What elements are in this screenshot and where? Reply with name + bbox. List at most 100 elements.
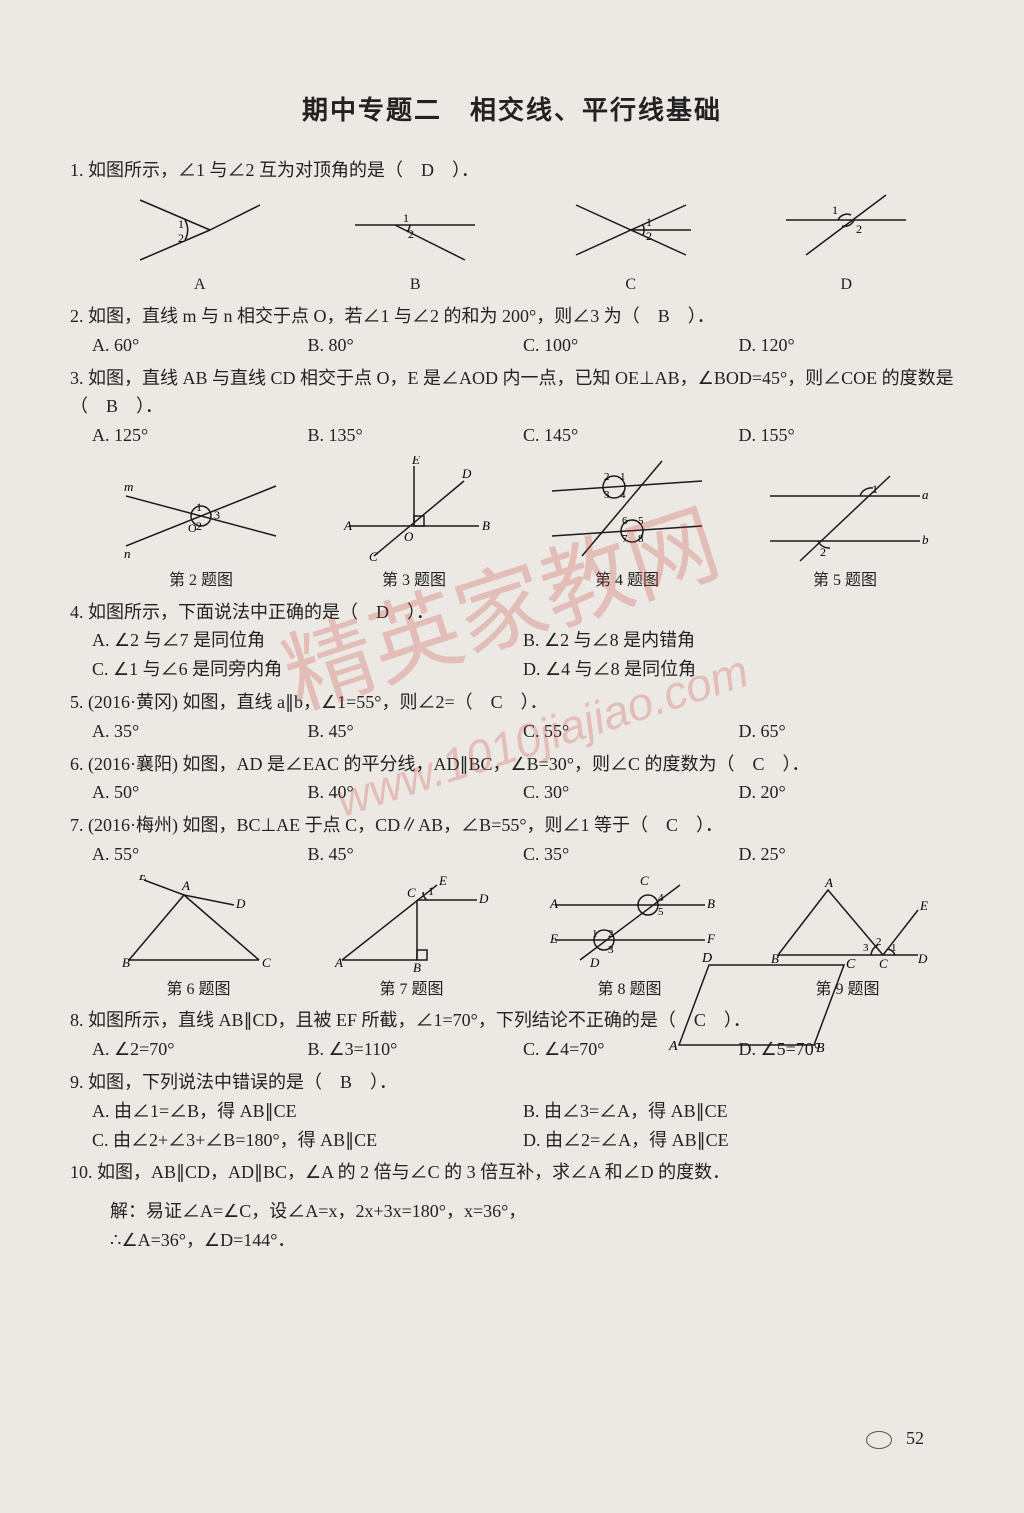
svg-text:8: 8 [638,533,644,545]
svg-text:D: D [461,466,472,481]
svg-text:O: O [404,529,414,544]
q1-fig-c: 1 2 C [561,190,701,298]
q2-opt-d: D. 120° [739,331,955,360]
svg-text:n: n [124,546,131,561]
svg-text:A: A [549,896,558,911]
svg-text:A: A [824,875,833,890]
question-3: 3. 如图，直线 AB 与直线 CD 相交于点 O，E 是∠AOD 内一点，已知… [70,364,954,450]
svg-text:3: 3 [214,508,220,522]
q5-opt-a: A. 35° [92,717,308,746]
q7-opt-b: B. 45° [308,840,524,869]
fig-row-2-5: m n 1 O 3 2 第 2 题图 E D A B O C 第 3 题图 [92,456,954,594]
svg-text:F: F [706,931,716,946]
svg-text:B: B [122,955,130,970]
svg-text:C: C [640,875,649,888]
q10-text: 10. 如图，AB∥CD，AD∥BC，∠A 的 2 倍与∠C 的 3 倍互补，求… [70,1158,954,1187]
fig2-cap: 第 2 题图 [169,568,233,594]
q3-opt-c: C. 145° [523,421,739,450]
fig-5: a b 1 2 第 5 题图 [760,466,930,594]
question-9: 9. 如图，下列说法中错误的是（ B ）． A. 由∠1=∠B，得 AB∥CE … [70,1068,954,1154]
svg-text:1: 1 [891,942,897,954]
svg-text:1: 1 [592,928,598,940]
svg-text:2: 2 [196,519,202,533]
svg-text:1: 1 [646,215,652,229]
question-5: 5. (2016·黄冈) 如图，直线 a∥b，∠1=55°，则∠2=（ C ）．… [70,688,954,746]
fig-4: 21 34 65 78 第 4 题图 [542,456,712,594]
svg-text:4: 4 [658,892,664,904]
q8-opt-b: B. ∠3=110° [308,1035,524,1064]
q2-opt-c: C. 100° [523,331,739,360]
q1-figures: 1 2 A 1 2 B [92,190,954,298]
svg-text:5: 5 [658,906,664,918]
svg-text:2: 2 [646,229,652,243]
page-number: 52 [866,1424,925,1453]
svg-text:E: E [411,456,420,467]
q10-sol-line2: ∴∠A=36°，∠D=144°． [110,1226,954,1255]
fig5-cap: 第 5 题图 [813,568,877,594]
svg-text:1: 1 [872,482,878,496]
question-7: 7. (2016·梅州) 如图，BC⊥AE 于点 C，CD∥AB，∠B=55°，… [70,811,954,869]
q9-opt-c: C. 由∠2+∠3+∠B=180°，得 AB∥CE [92,1126,523,1155]
q1-label-c: C [625,272,636,298]
svg-text:D: D [917,951,928,966]
svg-text:a: a [922,487,929,502]
q6-text: 6. (2016·襄阳) 如图，AD 是∠EAC 的平分线，AD∥BC，∠B=3… [70,750,954,779]
q5-opt-d: D. 65° [739,717,955,746]
q2-text: 2. 如图，直线 m 与 n 相交于点 O，若∠1 与∠2 的和为 200°，则… [70,302,954,331]
q9-text: 9. 如图，下列说法中错误的是（ B ）． [70,1068,954,1097]
fig4-cap: 第 4 题图 [595,568,659,594]
q8-opt-a: A. ∠2=70° [92,1035,308,1064]
svg-text:1: 1 [428,884,434,898]
page-number-value: 52 [906,1428,924,1448]
svg-text:2: 2 [608,928,614,940]
q1-label-d: D [840,272,852,298]
q6-opt-d: D. 20° [739,778,955,807]
svg-text:A: A [334,955,343,970]
q6-opt-c: C. 30° [523,778,739,807]
page-title: 期中专题二 相交线、平行线基础 [70,90,954,132]
q10-sol-line1: 解：易证∠A=∠C，设∠A=x，2x+3x=180°，x=36°， [110,1197,954,1226]
q5-opt-c: C. 55° [523,717,739,746]
fig-7: E A B C D 1 第 7 题图 [327,875,497,1003]
question-1: 1. 如图所示，∠1 与∠2 互为对顶角的是（ D ）． 1 2 A [70,156,954,298]
fig7-cap: 第 7 题图 [379,977,443,1003]
svg-text:3: 3 [604,489,610,501]
q9-opt-a: A. 由∠1=∠B，得 AB∥CE [92,1097,523,1126]
q1-text: 1. 如图所示，∠1 与∠2 互为对顶角的是（ D ）． [70,156,954,185]
svg-text:C: C [846,957,856,972]
q3-opt-a: A. 125° [92,421,308,450]
svg-text:2: 2 [604,471,610,483]
q1-label-a: A [194,272,206,298]
q9-opt-b: B. 由∠3=∠A，得 AB∥CE [523,1097,954,1126]
svg-text:B: B [707,896,715,911]
svg-text:1: 1 [620,471,626,483]
svg-text:1: 1 [196,500,202,514]
svg-text:2: 2 [856,222,862,236]
q2-opt-a: A. 60° [92,331,308,360]
svg-text:B: B [482,518,490,533]
question-10: 10. 如图，AB∥CD，AD∥BC，∠A 的 2 倍与∠C 的 3 倍互补，求… [70,1158,954,1298]
q4-opt-a: A. ∠2 与∠7 是同位角 [92,626,523,655]
svg-text:1: 1 [403,211,409,225]
fig3-cap: 第 3 题图 [382,568,446,594]
q7-opt-c: C. 35° [523,840,739,869]
svg-text:B: B [413,960,421,975]
q4-opt-c: C. ∠1 与∠6 是同旁内角 [92,655,523,684]
q5-text: 5. (2016·黄冈) 如图，直线 a∥b，∠1=55°，则∠2=（ C ）． [70,688,954,717]
svg-text:D: D [589,955,600,970]
svg-text:2: 2 [820,545,826,559]
svg-text:D: D [701,951,712,966]
svg-text:b: b [922,532,929,547]
page-marker-icon [866,1431,892,1449]
svg-text:2: 2 [876,936,882,948]
q6-opt-b: B. 40° [308,778,524,807]
q1-fig-a: 1 2 A [130,190,270,298]
q4-opt-b: B. ∠2 与∠8 是内错角 [523,626,954,655]
fig8-cap: 第 8 题图 [597,977,661,1003]
fig-10: D C A B [664,950,864,1069]
q1-fig-d: 1 2 D [776,190,916,298]
question-4: 4. 如图所示，下面说法中正确的是（ D ）． A. ∠2 与∠7 是同位角 B… [70,598,954,684]
svg-text:6: 6 [622,515,628,527]
q4-opt-d: D. ∠4 与∠8 是同位角 [523,655,954,684]
fig-2: m n 1 O 3 2 第 2 题图 [116,466,286,594]
